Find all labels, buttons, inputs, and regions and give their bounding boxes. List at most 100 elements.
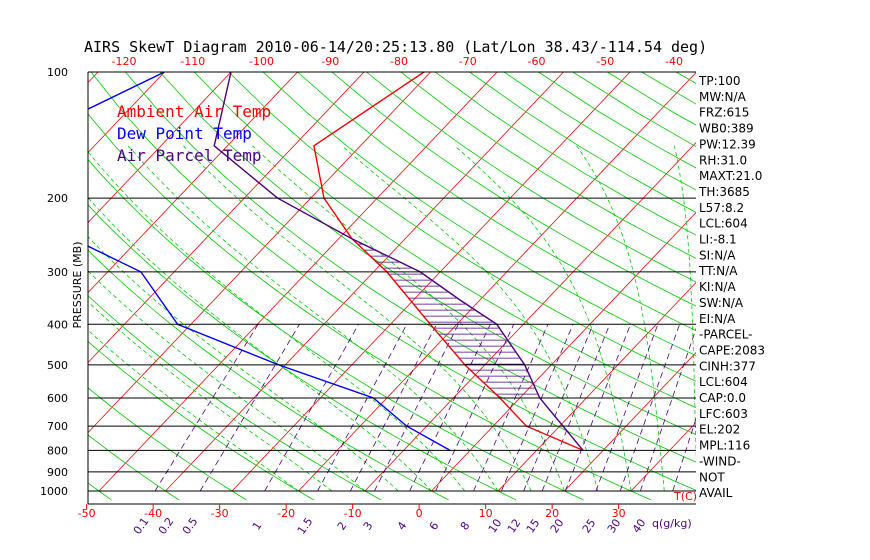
bottom-temp-tick-label: -50	[78, 507, 96, 520]
mixing-ratio-tick-label: 3	[361, 519, 376, 532]
series-line-ambient-air-temp	[313, 72, 584, 452]
mixing-ratio-line	[523, 324, 594, 492]
pressure-tick-label: 100	[47, 66, 68, 79]
sounding-index: EI:N/A	[699, 312, 736, 326]
mixing-ratio-tick-label: 2	[335, 519, 350, 532]
moist-adiabat-line	[88, 151, 466, 492]
y-axis-label: PRESSURE (MB)	[71, 242, 84, 329]
isotherm-line	[88, 72, 431, 434]
sounding-index: RH:31.0	[699, 153, 747, 167]
isotherm-line	[0, 72, 32, 491]
mixing-ratio-tick-label: 25	[580, 517, 599, 536]
isotherm-line	[764, 72, 870, 491]
sounding-index: SW:N/A	[699, 296, 744, 310]
bottom-temp-tick-label: -20	[277, 507, 295, 520]
dry-adiabat-line	[434, 72, 696, 236]
dry-adiabat-line	[88, 204, 517, 501]
dry-adiabat-line	[469, 72, 696, 213]
isotherm-line	[98, 72, 498, 492]
legend-entry: Air Parcel Temp	[117, 146, 262, 165]
isotherm-line	[88, 72, 165, 154]
chart-legend: Ambient Air Temp Dew Point Temp Air Parcel…	[117, 102, 271, 165]
dry-adiabat-line	[641, 72, 696, 105]
moist-adiabat-line	[88, 329, 299, 492]
sounding-index: LI:-8.1	[699, 233, 737, 247]
legend-entry: Dew Point Temp	[117, 124, 252, 143]
mixing-ratio-line	[595, 324, 659, 492]
isotherm-line	[431, 211, 696, 492]
top-temp-tick-label: -120	[112, 55, 137, 68]
mixing-ratio-tick-label: 6	[427, 519, 442, 532]
moist-adiabat-line	[88, 197, 432, 492]
dry-adiabat-line	[779, 72, 870, 500]
pressure-tick-label: 300	[47, 266, 68, 279]
sounding-index: NOT	[699, 470, 725, 484]
mixing-ratio-line	[317, 324, 408, 492]
sounding-index: CAPE:2083	[699, 343, 765, 357]
sounding-index: TP:100	[698, 74, 741, 88]
moist-adiabat-line	[88, 301, 333, 492]
bottom-temp-tick-label: 20	[545, 507, 559, 520]
top-temp-tick-label: -90	[321, 55, 339, 68]
sounding-index: PW:12.39	[699, 137, 756, 151]
moist-adiabat-line	[127, 145, 499, 492]
pressure-tick-label: 1000	[40, 485, 68, 498]
top-temp-tick-label: -40	[665, 55, 683, 68]
sounding-index: LCL:604	[699, 375, 748, 389]
top-temp-tick-label: -50	[596, 55, 614, 68]
mixing-ratio-line	[264, 324, 359, 492]
mixing-ratio-tick-label: 0.5	[180, 515, 201, 537]
moist-adiabat-line	[183, 145, 532, 492]
top-temp-tick-label: -100	[249, 55, 274, 68]
sounding-index: CAP:0.0	[699, 391, 746, 405]
dry-adiabat-line	[194, 72, 696, 409]
chart-title: AIRS SkewT Diagram 2010-06-14/20:25:13.8…	[84, 38, 707, 56]
temp-unit-label: T(C)	[673, 490, 697, 503]
pressure-tick-label: 500	[47, 359, 68, 372]
legend-entry: Ambient Air Temp	[117, 102, 271, 121]
top-temp-tick-label: -70	[459, 55, 477, 68]
bottom-temp-tick-label: 0	[416, 507, 423, 520]
mixing-ratio-tick-label: 1	[250, 519, 265, 532]
pressure-tick-label: 700	[47, 420, 68, 433]
moist-adiabat-line	[88, 236, 399, 492]
series-line-air-parcel-temp	[213, 72, 584, 451]
sounding-index: EL:202	[699, 423, 740, 437]
dry-adiabat-line	[159, 72, 696, 436]
sounding-index: WB0:389	[699, 122, 754, 136]
sounding-index: -WIND-	[699, 454, 741, 468]
sounding-index: CINH:377	[699, 359, 756, 373]
dry-adiabat-line	[88, 113, 652, 501]
dry-adiabat-line	[745, 72, 870, 500]
dry-adiabat-line	[848, 72, 870, 500]
mixing-ratio-unit-label: q(g/kg)	[652, 517, 692, 530]
mixing-ratio-line	[349, 324, 437, 492]
isotherm-line	[88, 72, 365, 364]
mixing-ratio-line	[473, 324, 549, 492]
sounding-index: KI:N/A	[699, 280, 736, 294]
pressure-tick-label: 800	[47, 444, 68, 457]
pressure-tick-label: 600	[47, 392, 68, 405]
dry-adiabat-line	[125, 72, 696, 463]
sounding-index: MW:N/A	[699, 90, 747, 104]
mixing-ratio-line	[199, 324, 300, 492]
top-temp-tick-label: -60	[528, 55, 546, 68]
mixing-ratio-line	[564, 324, 631, 492]
sounding-index: -PARCEL-	[699, 328, 753, 342]
bottom-temp-tick-label: -40	[144, 507, 162, 520]
dry-adiabat-line	[400, 72, 696, 259]
isotherm-line	[231, 72, 631, 492]
sounding-index: TH:3685	[698, 185, 750, 199]
isotherm-line	[298, 72, 696, 492]
mixing-ratio-line	[501, 324, 574, 492]
bottom-temp-tick-label: -10	[344, 507, 362, 520]
moist-adiabat-line	[252, 145, 565, 492]
isotherm-line	[831, 72, 870, 491]
mixing-ratio-line	[435, 324, 515, 492]
mixing-ratio-tick-label: 15	[524, 517, 543, 536]
moist-adiabat-line	[88, 270, 366, 492]
dry-adiabat-line	[297, 72, 696, 332]
